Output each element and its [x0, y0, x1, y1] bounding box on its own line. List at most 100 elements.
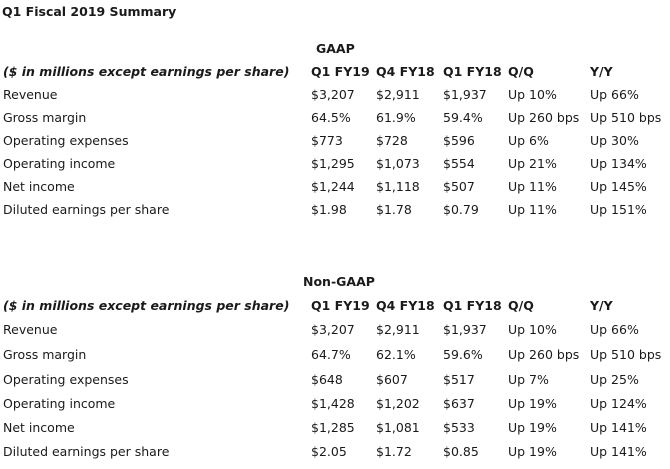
table-row: Gross margin 64.7% 62.1% 59.6% Up 260 bp…: [0, 347, 670, 369]
page-title: Q1 Fiscal 2019 Summary: [2, 4, 177, 19]
row-label: Revenue: [3, 87, 58, 102]
row-label: Diluted earnings per share: [3, 444, 170, 459]
cell-q1-fy18: $554: [443, 156, 475, 171]
cell-q4-fy18: $607: [376, 372, 408, 387]
cell-q1-fy19: $1,285: [311, 420, 355, 435]
table-row: Net income $1,285 $1,081 $533 Up 19% Up …: [0, 420, 670, 442]
cell-q4-fy18: $1,118: [376, 179, 420, 194]
cell-q1-fy19: $3,207: [311, 87, 355, 102]
cell-q4-fy18: $728: [376, 133, 408, 148]
cell-q1-fy19: $1.98: [311, 202, 347, 217]
table-row: Revenue $3,207 $2,911 $1,937 Up 10% Up 6…: [0, 87, 670, 109]
cell-q1-fy19: $2.05: [311, 444, 347, 459]
table-row: Operating income $1,295 $1,073 $554 Up 2…: [0, 156, 670, 178]
cell-q4-fy18: $1.78: [376, 202, 412, 217]
header-q1-fy18: Q1 FY18: [443, 298, 502, 313]
row-label: Diluted earnings per share: [3, 202, 170, 217]
cell-qq: Up 10%: [508, 87, 557, 102]
non-gaap-heading: Non-GAAP: [303, 274, 375, 289]
header-yy: Y/Y: [590, 64, 613, 79]
table-row: Net income $1,244 $1,118 $507 Up 11% Up …: [0, 179, 670, 201]
cell-q1-fy18: $1,937: [443, 322, 487, 337]
cell-q4-fy18: $2,911: [376, 87, 420, 102]
cell-q1-fy19: $648: [311, 372, 343, 387]
cell-q1-fy18: $596: [443, 133, 475, 148]
cell-yy: Up 66%: [590, 87, 639, 102]
cell-q1-fy19: $1,295: [311, 156, 355, 171]
row-label: Net income: [3, 179, 75, 194]
cell-qq: Up 21%: [508, 156, 557, 171]
header-qq: Q/Q: [508, 298, 534, 313]
header-units: ($ in millions except earnings per share…: [3, 64, 290, 79]
cell-qq: Up 19%: [508, 444, 557, 459]
table-row: Diluted earnings per share $1.98 $1.78 $…: [0, 202, 670, 224]
table-row: Operating income $1,428 $1,202 $637 Up 1…: [0, 396, 670, 418]
table-row: Gross margin 64.5% 61.9% 59.4% Up 260 bp…: [0, 110, 670, 132]
cell-qq: Up 10%: [508, 322, 557, 337]
cell-qq: Up 19%: [508, 396, 557, 411]
cell-yy: Up 151%: [590, 202, 647, 217]
row-label: Operating income: [3, 156, 116, 171]
cell-qq: Up 19%: [508, 420, 557, 435]
cell-q4-fy18: $1.72: [376, 444, 412, 459]
table-row: Operating expenses $648 $607 $517 Up 7% …: [0, 372, 670, 394]
cell-yy: Up 510 bps: [590, 347, 662, 362]
cell-q1-fy18: $533: [443, 420, 475, 435]
header-units: ($ in millions except earnings per share…: [3, 298, 290, 313]
cell-yy: Up 30%: [590, 133, 639, 148]
row-label: Operating expenses: [3, 372, 129, 387]
row-label: Operating expenses: [3, 133, 129, 148]
cell-q1-fy19: 64.7%: [311, 347, 351, 362]
cell-yy: Up 145%: [590, 179, 647, 194]
cell-q1-fy18: $507: [443, 179, 475, 194]
row-label: Revenue: [3, 322, 58, 337]
cell-q4-fy18: $1,202: [376, 396, 420, 411]
cell-yy: Up 510 bps: [590, 110, 662, 125]
table-row: Revenue $3,207 $2,911 $1,937 Up 10% Up 6…: [0, 322, 670, 344]
cell-q1-fy19: $1,428: [311, 396, 355, 411]
header-q1-fy19: Q1 FY19: [311, 298, 370, 313]
cell-q1-fy19: $1,244: [311, 179, 355, 194]
header-q1-fy18: Q1 FY18: [443, 64, 502, 79]
cell-yy: Up 25%: [590, 372, 639, 387]
row-label: Gross margin: [3, 347, 87, 362]
cell-q1-fy18: $517: [443, 372, 475, 387]
cell-yy: Up 141%: [590, 420, 647, 435]
cell-q1-fy19: 64.5%: [311, 110, 351, 125]
cell-q4-fy18: 61.9%: [376, 110, 416, 125]
table-header-row: ($ in millions except earnings per share…: [0, 64, 670, 86]
header-yy: Y/Y: [590, 298, 613, 313]
cell-q1-fy18: $1,937: [443, 87, 487, 102]
row-label: Net income: [3, 420, 75, 435]
cell-q1-fy18: 59.6%: [443, 347, 483, 362]
gaap-heading: GAAP: [316, 41, 355, 56]
cell-qq: Up 11%: [508, 179, 557, 194]
cell-yy: Up 134%: [590, 156, 647, 171]
cell-qq: Up 7%: [508, 372, 549, 387]
header-q4-fy18: Q4 FY18: [376, 64, 435, 79]
cell-q1-fy18: $637: [443, 396, 475, 411]
cell-q4-fy18: 62.1%: [376, 347, 416, 362]
cell-yy: Up 124%: [590, 396, 647, 411]
header-qq: Q/Q: [508, 64, 534, 79]
row-label: Operating income: [3, 396, 116, 411]
header-q1-fy19: Q1 FY19: [311, 64, 370, 79]
cell-q1-fy19: $773: [311, 133, 343, 148]
cell-qq: Up 6%: [508, 133, 549, 148]
cell-q4-fy18: $1,081: [376, 420, 420, 435]
cell-q1-fy18: $0.85: [443, 444, 479, 459]
cell-qq: Up 11%: [508, 202, 557, 217]
cell-qq: Up 260 bps: [508, 347, 580, 362]
cell-qq: Up 260 bps: [508, 110, 580, 125]
cell-q4-fy18: $2,911: [376, 322, 420, 337]
cell-q1-fy19: $3,207: [311, 322, 355, 337]
cell-yy: Up 66%: [590, 322, 639, 337]
header-q4-fy18: Q4 FY18: [376, 298, 435, 313]
table-row: Diluted earnings per share $2.05 $1.72 $…: [0, 444, 670, 466]
table-header-row: ($ in millions except earnings per share…: [0, 298, 670, 320]
cell-q1-fy18: 59.4%: [443, 110, 483, 125]
table-row: Operating expenses $773 $728 $596 Up 6% …: [0, 133, 670, 155]
row-label: Gross margin: [3, 110, 87, 125]
cell-q4-fy18: $1,073: [376, 156, 420, 171]
cell-q1-fy18: $0.79: [443, 202, 479, 217]
